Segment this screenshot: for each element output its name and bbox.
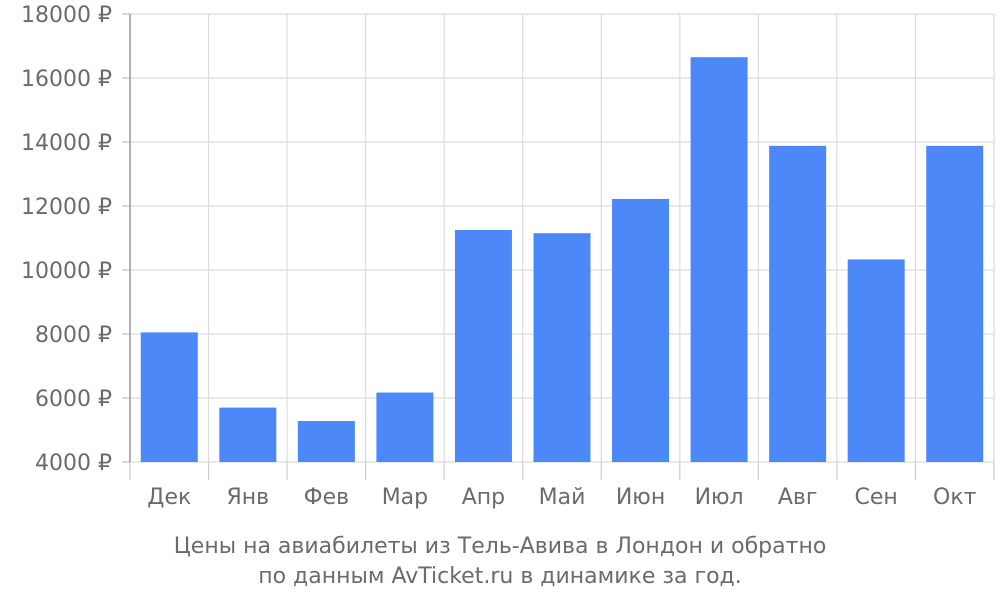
chart-caption-line-1: Цены на авиабилеты из Тель-Авива в Лондо… [173, 534, 827, 559]
x-tick-label: Янв [226, 485, 269, 510]
x-tick-label: Май [539, 485, 586, 510]
y-axis [122, 13, 995, 480]
y-tick-label: 4000 ₽ [35, 451, 112, 476]
bar-Май [533, 233, 591, 462]
y-tick-label: 6000 ₽ [35, 387, 112, 412]
bar-Дек [140, 332, 198, 462]
y-tick-label: 8000 ₽ [35, 323, 112, 348]
bar-Авг [769, 145, 827, 462]
y-tick-label: 16000 ₽ [21, 67, 112, 92]
bar-Сен [847, 259, 905, 462]
y-tick-label: 18000 ₽ [21, 3, 112, 28]
y-tick-labels: 4000 ₽ 6000 ₽ 8000 ₽ 10000 ₽ 12000 ₽ 14000 ₽ 1… [21, 3, 112, 476]
x-tick-label: Авг [778, 485, 818, 510]
y-tick-label: 14000 ₽ [21, 131, 112, 156]
bar-Окт [926, 145, 984, 462]
x-tick-label: Дек [147, 485, 191, 510]
y-tick-label: 12000 ₽ [21, 195, 112, 220]
x-tick-label: Мар [382, 485, 428, 510]
x-tick-label: Окт [933, 485, 977, 510]
bar-Янв [219, 407, 277, 462]
y-tick-label: 10000 ₽ [21, 259, 112, 284]
x-tick-label: Июн [616, 485, 665, 510]
bars [140, 57, 984, 462]
x-tick-label: Апр [462, 485, 505, 510]
bar-Июл [690, 57, 748, 462]
x-tick-label: Июл [695, 485, 744, 510]
grid-lines [129, 13, 995, 463]
chart-caption-line-2: по данным AvTicket.ru в динамике за год. [258, 564, 742, 589]
bar-Июн [612, 198, 670, 462]
bar-Фев [297, 421, 355, 462]
x-tick-label: Фев [304, 485, 349, 510]
bar-Апр [454, 230, 512, 462]
bar-Мар [376, 392, 434, 462]
x-tick-labels: Дек Янв Фев Мар Апр Май Июн Июл Авг Сен Окт [147, 485, 976, 510]
x-tick-label: Сен [855, 485, 898, 510]
